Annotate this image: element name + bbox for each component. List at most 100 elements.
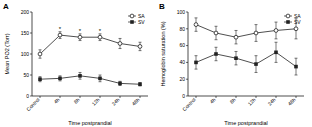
marker [130, 20, 134, 24]
series-line [196, 25, 296, 38]
error-bar [235, 30, 238, 43]
x-tick-label: 24h [111, 96, 121, 106]
series-line [196, 52, 296, 66]
y-tick-label: 200 [21, 9, 30, 15]
marker [78, 74, 82, 78]
error-bar [99, 75, 102, 82]
data-group [38, 32, 142, 86]
y-tick-label: 0 [182, 93, 185, 99]
marker [286, 20, 290, 24]
data-group [194, 18, 298, 75]
annotation: * [99, 28, 102, 34]
marker [274, 51, 278, 55]
x-tick [196, 96, 197, 98]
error-bar [255, 56, 258, 73]
marker [234, 56, 238, 60]
x-tick [276, 96, 277, 98]
annotation: * [59, 26, 62, 32]
y-tick-label: 40 [179, 59, 185, 65]
x-axis-label: Time postprandial [224, 120, 268, 126]
panel-title: B [159, 2, 165, 11]
marker [58, 33, 62, 37]
error-bar [119, 81, 122, 85]
y-tick [186, 62, 188, 63]
marker [286, 14, 290, 18]
x-tick [120, 96, 121, 98]
y-tick-label: 80 [179, 26, 185, 32]
y-tick-label: 0 [26, 93, 29, 99]
marker [274, 29, 278, 33]
x-axis [188, 96, 304, 97]
y-tick-label: 60 [179, 42, 185, 48]
y-tick [30, 54, 32, 55]
marker [38, 52, 42, 56]
marker [294, 65, 298, 69]
error-bar [139, 42, 142, 50]
error-bar [39, 77, 42, 82]
y-axis-label: Hemoglobin saturation (%) [160, 21, 166, 86]
y-tick [30, 12, 32, 13]
marker [130, 14, 134, 18]
x-tick [236, 96, 237, 98]
error-bar [79, 72, 82, 79]
y-tick [186, 12, 188, 13]
legend-label: SV [138, 19, 145, 25]
y-tick [186, 79, 188, 80]
y-axis [188, 12, 189, 96]
marker [214, 52, 218, 56]
x-tick-label: 24h [267, 96, 277, 106]
error-bar [79, 34, 82, 41]
marker [98, 35, 102, 39]
series-line [40, 76, 140, 84]
x-tick [60, 96, 61, 98]
x-tick-label: 48h [287, 96, 297, 106]
y-axis-label: Mean PO2 (Torr) [4, 33, 10, 74]
y-tick-label: 150 [21, 30, 30, 36]
error-bar [215, 26, 218, 39]
panel: A050100150200Control4h8h12h24h48hTime po… [3, 2, 148, 126]
annotation: * [79, 28, 82, 34]
error-bar [59, 32, 62, 39]
error-bar [275, 22, 278, 39]
x-tick-label: Control [25, 96, 41, 112]
y-tick [186, 28, 188, 29]
y-tick [30, 33, 32, 34]
x-tick [100, 96, 101, 98]
marker [214, 31, 218, 35]
x-tick [40, 96, 41, 98]
x-tick [256, 96, 257, 98]
x-tick [80, 96, 81, 98]
x-tick-label: 12h [247, 96, 257, 106]
y-tick [30, 96, 32, 97]
error-bar [275, 42, 278, 62]
x-tick-label: 12h [91, 96, 101, 106]
x-tick-label: 48h [131, 96, 141, 106]
marker [254, 31, 258, 35]
error-bar [215, 47, 218, 60]
y-tick-label: 50 [23, 72, 29, 78]
marker [118, 82, 122, 86]
y-tick [186, 96, 188, 97]
marker [78, 35, 82, 39]
marker [98, 77, 102, 81]
x-tick-label: 4h [209, 96, 217, 104]
panel: B020406080100Control4h8h12h24h48hTime po… [159, 2, 304, 126]
error-bar [255, 25, 258, 42]
x-tick [216, 96, 217, 98]
legend: SASV [128, 13, 145, 25]
marker [294, 27, 298, 31]
x-tick-label: Control [181, 96, 197, 112]
legend-label: SV [294, 19, 301, 25]
error-bar [195, 56, 198, 69]
marker [254, 62, 258, 66]
x-axis [32, 96, 148, 97]
marker [194, 23, 198, 27]
error-bar [139, 83, 142, 86]
y-tick [30, 75, 32, 76]
y-tick-label: 100 [21, 51, 30, 57]
error-bar [39, 50, 42, 58]
y-tick [186, 45, 188, 46]
x-axis-label: Time postprandial [68, 120, 112, 126]
series-line [40, 35, 140, 54]
error-bar [195, 18, 198, 31]
